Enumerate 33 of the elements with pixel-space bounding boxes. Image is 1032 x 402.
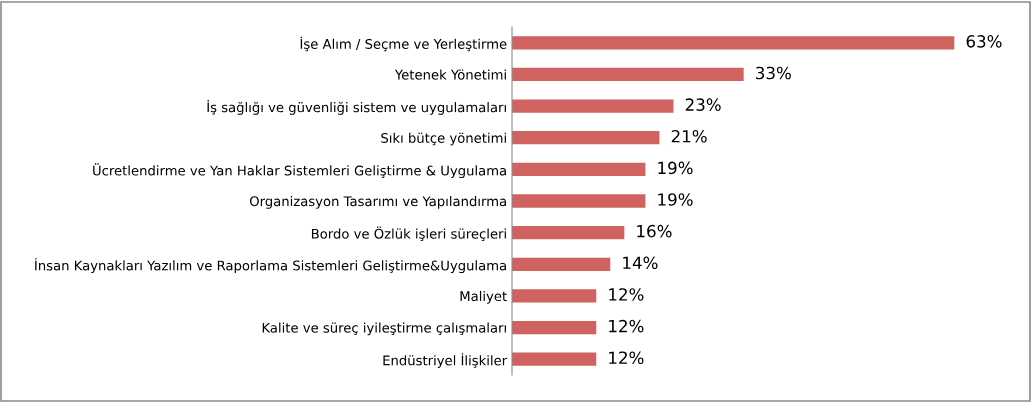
data-label: 19% bbox=[658, 161, 693, 175]
bar bbox=[512, 257, 611, 271]
data-label: 63% bbox=[966, 35, 1002, 48]
data-label: 21% bbox=[671, 129, 707, 143]
bar bbox=[512, 67, 744, 82]
data-label: 12% bbox=[609, 351, 644, 365]
bar bbox=[512, 194, 646, 208]
y-tick-label: Kalite ve süreç iyileştirme çalışmaları bbox=[262, 322, 506, 336]
y-tick-label: Yetenek Yönetimi bbox=[394, 69, 506, 80]
data-label: 12% bbox=[609, 288, 644, 301]
bar bbox=[512, 320, 597, 335]
data-label: 16% bbox=[637, 224, 672, 238]
bar bbox=[512, 289, 597, 303]
y-tick-label: Organizasyon Tasarımı ve Yapılandırma bbox=[249, 195, 506, 209]
bar bbox=[512, 352, 597, 366]
y-tick-label: İnsan Kaynakları Yazılım ve Raporlama Sistemleri Geliştirme&Uygulama bbox=[35, 258, 506, 274]
y-tick-label: Maliyet bbox=[460, 290, 507, 304]
bar bbox=[512, 36, 955, 50]
data-label: 23% bbox=[685, 98, 721, 111]
bar bbox=[512, 225, 625, 240]
bar bbox=[512, 131, 660, 145]
y-tick-label: Bordo ve Özlük işleri süreçleri bbox=[311, 226, 506, 242]
y-tick-label: İş sağlığı ve güvenliği sistem ve uygulamaları bbox=[207, 100, 506, 115]
data-label: 33% bbox=[756, 66, 791, 80]
y-tick-label: Ücretlendirme ve Yan Haklar Sistemleri Geliştirme & Uygulama bbox=[93, 163, 506, 179]
y-tick-label: Sıkı bütçe yönetimi bbox=[381, 132, 506, 146]
y-tick-label: Endüstriyel İlişkiler bbox=[383, 353, 508, 368]
data-label: 14% bbox=[623, 256, 658, 270]
y-tick-label: İşe Alım / Seçme ve Yerleştirme bbox=[300, 36, 507, 52]
bar bbox=[512, 99, 674, 113]
data-label: 19% bbox=[658, 193, 693, 206]
data-label: 12% bbox=[609, 319, 644, 333]
bar bbox=[512, 162, 646, 177]
